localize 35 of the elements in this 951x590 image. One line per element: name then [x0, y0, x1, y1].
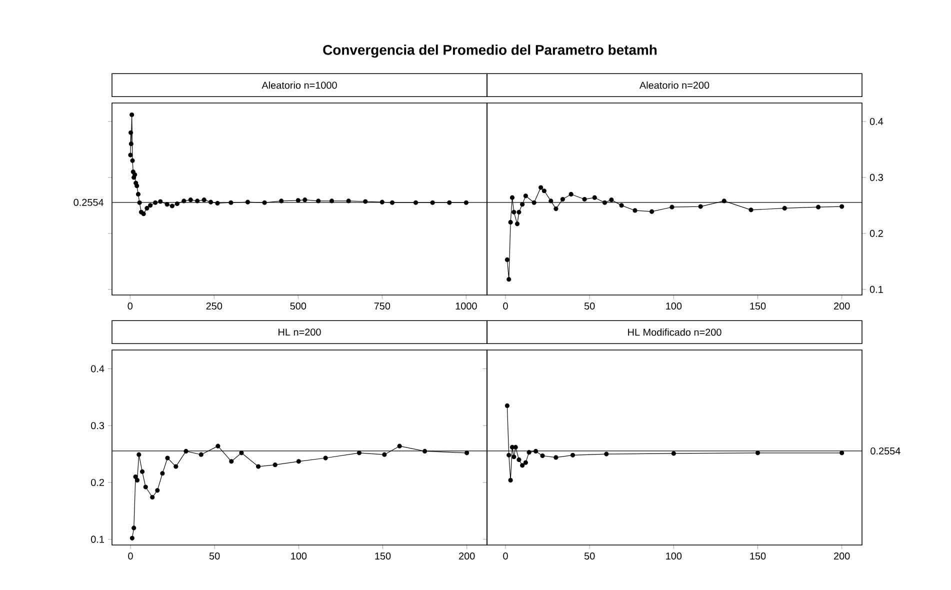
y-tick-label: 0.4: [91, 365, 104, 372]
x-tick-label: 750: [374, 302, 390, 310]
y-tick-label: 0.1: [91, 536, 104, 543]
x-tick-label: 500: [290, 302, 306, 310]
x-tick-label: 150: [750, 552, 766, 560]
x-tick-label: 50: [584, 302, 595, 310]
x-tick-label: 1000: [456, 302, 477, 310]
y-tick-label: 0.3: [91, 422, 104, 430]
y-tick-label: 0.3: [870, 174, 883, 181]
x-tick-label: 50: [584, 552, 595, 560]
x-tick-label: 0: [128, 552, 133, 560]
y-tick-label: 0.1: [870, 286, 883, 293]
x-tick-label: 0: [128, 302, 133, 310]
chart-title: HL n=200: [278, 328, 321, 336]
x-tick-label: 250: [206, 302, 222, 310]
chart-title: HL Modificado n=200: [628, 328, 722, 336]
y-tick-label: 0.2: [870, 230, 883, 237]
x-tick-label: 200: [834, 302, 850, 310]
chart-title: Aleatorio n=1000: [262, 81, 337, 89]
y-tick-label: 0.4: [870, 118, 884, 125]
x-tick-label: 150: [375, 552, 391, 560]
y-tick-label: 0.2: [91, 478, 104, 486]
x-tick-label: 100: [666, 302, 682, 310]
ref-line-label: 0.2554: [74, 198, 104, 206]
x-tick-label: 50: [209, 552, 220, 560]
x-tick-label: 200: [834, 552, 850, 560]
ref-line-label: 0.2554: [870, 447, 900, 454]
text: Convergencia del Promedio del Parametro betamh: [323, 44, 657, 58]
x-tick-label: 0: [503, 552, 508, 560]
x-tick-label: 100: [291, 552, 307, 560]
x-tick-label: 100: [666, 552, 682, 560]
x-tick-label: 0: [503, 302, 508, 310]
chart-title: Aleatorio n=200: [639, 81, 710, 89]
x-tick-label: 200: [459, 552, 475, 560]
x-tick-label: 150: [750, 302, 766, 310]
